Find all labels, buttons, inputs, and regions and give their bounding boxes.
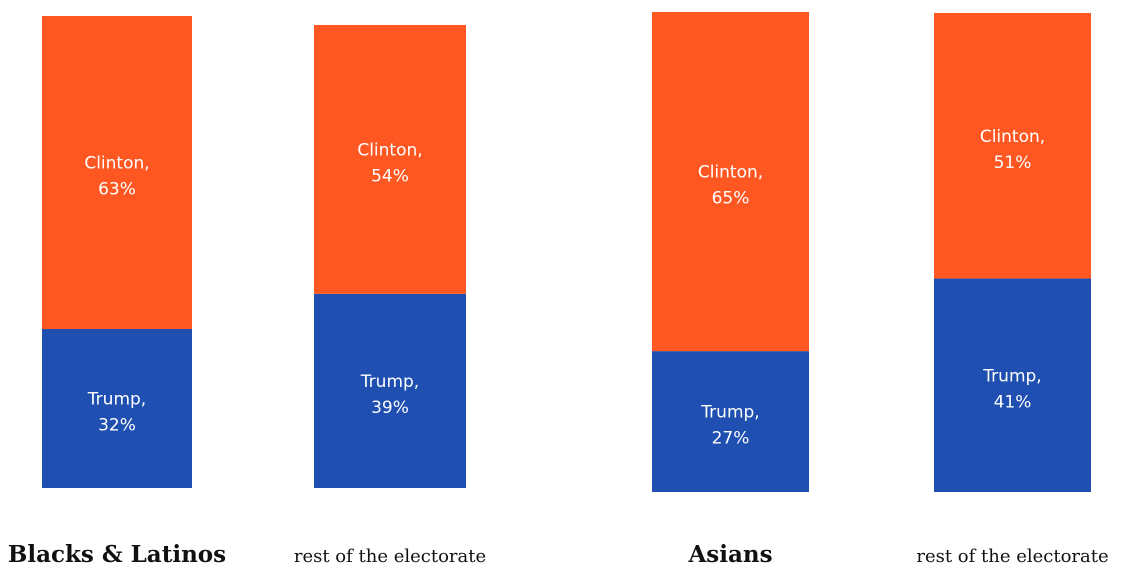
clinton-value-label: 51% [994,153,1032,173]
trump-value-label: 32% [98,416,136,436]
clinton-segment-label: Clinton, [698,163,763,183]
clinton-value-label: 65% [712,189,750,209]
bar-segment-trump [42,329,192,488]
trump-value-label: 41% [994,392,1032,412]
trump-segment-label: Trump, [700,403,759,423]
bar-segment-trump [652,351,809,492]
bar-segment-trump [934,278,1091,492]
trump-segment-label: Trump, [360,372,419,392]
bar-segment-trump [314,293,466,488]
clinton-value-label: 63% [98,180,136,200]
category-label: rest of the electorate [916,546,1108,567]
clinton-segment-label: Clinton, [980,127,1045,147]
clinton-value-label: 54% [371,166,409,186]
trump-segment-label: Trump, [87,390,146,410]
bar-segment-clinton [934,13,1091,279]
trump-segment-label: Trump, [982,366,1041,386]
trump-value-label: 27% [712,429,750,449]
bar-segment-clinton [42,16,192,330]
bar-segment-clinton [314,25,466,294]
trump-value-label: 39% [371,398,409,418]
category-label: rest of the electorate [294,546,486,567]
bar-segment-clinton [652,12,809,352]
clinton-segment-label: Clinton, [84,154,149,174]
category-label: Blacks & Latinos [8,541,226,568]
category-label: Asians [687,541,772,568]
clinton-segment-label: Clinton, [357,140,422,160]
